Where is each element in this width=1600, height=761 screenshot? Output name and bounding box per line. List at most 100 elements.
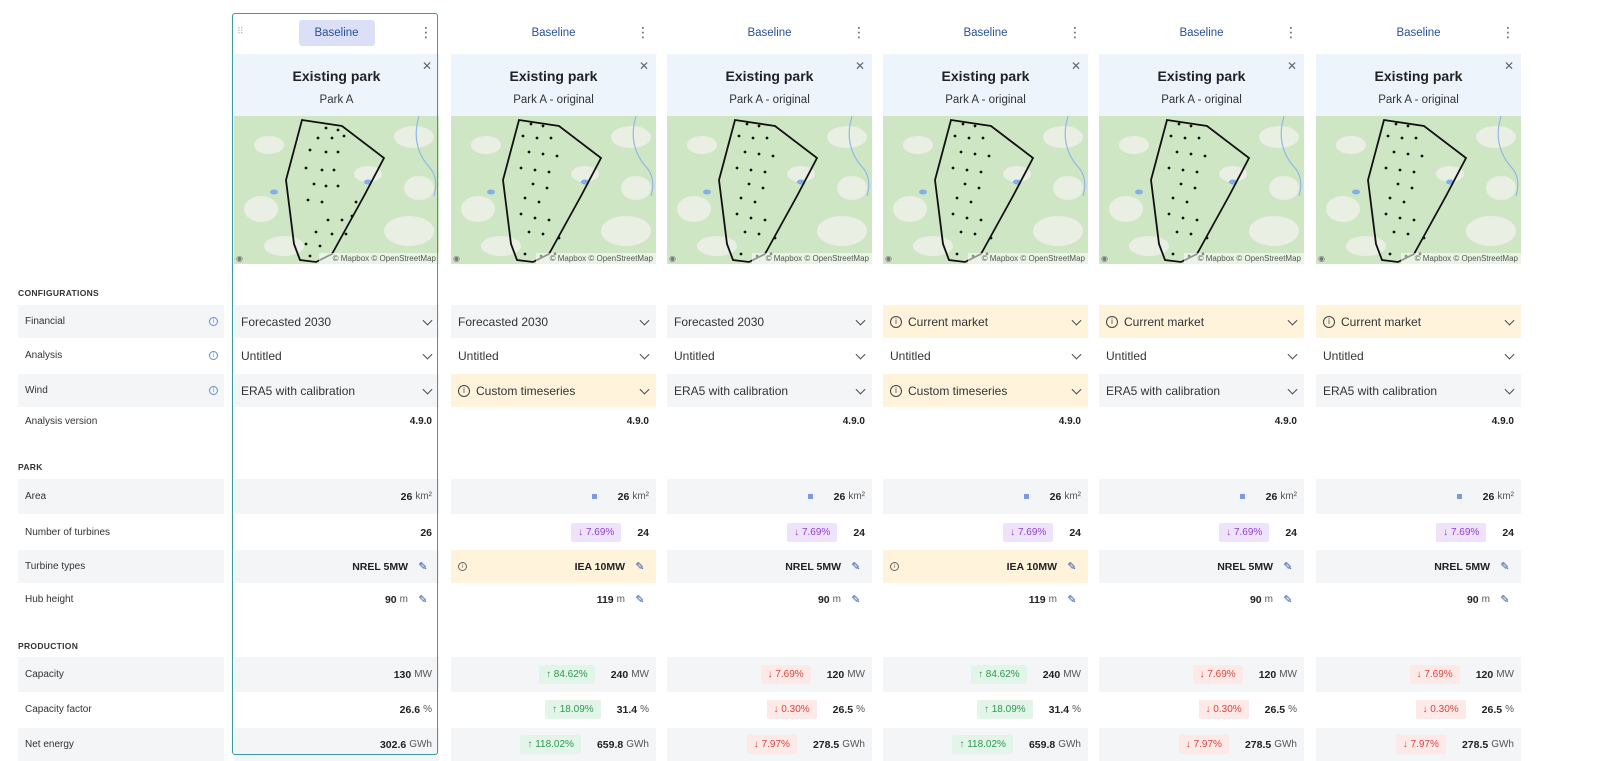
tab-baseline[interactable]: Baseline (1179, 27, 1224, 39)
tab-baseline[interactable]: Baseline (1396, 27, 1441, 39)
park-card[interactable]: Existing park Park A ✕ ◉ © Mapbox © OpenStre… (234, 54, 439, 264)
capacity-value: 130 (393, 668, 412, 681)
terrain-patch (837, 176, 867, 200)
close-icon[interactable]: ✕ (1286, 59, 1297, 73)
chevron-down-icon (1071, 349, 1082, 360)
close-icon[interactable]: ✕ (638, 59, 649, 73)
info-icon[interactable]: i (458, 562, 467, 571)
financial-dropdown[interactable]: i Current market (883, 305, 1088, 338)
kebab-menu-icon[interactable]: ⋮ (636, 25, 650, 41)
info-icon[interactable]: i (890, 562, 899, 571)
wind-dropdown[interactable]: ERA5 with calibration (667, 374, 872, 407)
map-info-icon[interactable]: ◉ (885, 254, 892, 263)
wind-dropdown[interactable]: i Custom timeseries (451, 374, 656, 407)
close-icon[interactable]: ✕ (1070, 59, 1081, 73)
area-value: 26 (400, 490, 413, 503)
kebab-menu-icon[interactable]: ⋮ (1501, 25, 1515, 41)
info-icon[interactable]: i (209, 386, 218, 395)
map-info-icon[interactable]: ◉ (669, 254, 676, 263)
park-map[interactable]: ◉ © Mapbox © OpenStreetMap (883, 116, 1088, 264)
chevron-down-icon (1504, 349, 1515, 360)
analysis-dropdown[interactable]: Untitled (1099, 339, 1304, 372)
terrain-patch (461, 196, 495, 222)
tab-baseline[interactable]: Baseline (298, 20, 375, 46)
analysis-dropdown[interactable]: Untitled (883, 339, 1088, 372)
financial-dropdown[interactable]: Forecasted 2030 (234, 305, 439, 338)
wind-dropdown[interactable]: i Custom timeseries (883, 374, 1088, 407)
map-info-icon[interactable]: ◉ (1101, 254, 1108, 263)
park-map[interactable]: ◉ © Mapbox © OpenStreetMap (234, 116, 439, 264)
drag-handle-icon[interactable]: ⠿ (237, 27, 244, 37)
park-map[interactable]: ◉ © Mapbox © OpenStreetMap (451, 116, 656, 264)
park-map[interactable]: ◉ © Mapbox © OpenStreetMap (1316, 116, 1521, 264)
map-attribution[interactable]: © Mapbox © OpenStreetMap (967, 253, 1088, 264)
close-icon[interactable]: ✕ (1503, 59, 1514, 73)
analysis-dropdown[interactable]: Untitled (234, 339, 439, 372)
hub-height-value: 90 (1466, 593, 1479, 606)
pencil-icon[interactable]: ✎ (1500, 560, 1510, 573)
turbine-marker (771, 154, 775, 158)
turbine-marker (304, 242, 308, 246)
map-attribution[interactable]: © Mapbox © OpenStreetMap (318, 253, 439, 264)
capacity: ↓ 7.69% 120 MW (1316, 657, 1521, 692)
turbine-marker (314, 230, 318, 234)
pencil-icon[interactable]: ✎ (1067, 593, 1077, 606)
tab-baseline[interactable]: Baseline (963, 27, 1008, 39)
map-attribution[interactable]: © Mapbox © OpenStreetMap (1183, 253, 1304, 264)
park-map[interactable]: ◉ © Mapbox © OpenStreetMap (667, 116, 872, 264)
close-icon[interactable]: ✕ (854, 59, 865, 73)
chevron-down-icon (1071, 315, 1082, 326)
financial-dropdown[interactable]: i Current market (1316, 305, 1521, 338)
turbine-marker (324, 184, 328, 188)
map-attribution[interactable]: © Mapbox © OpenStreetMap (1400, 253, 1521, 264)
turbine-type: NREL 5MW ✎ (667, 550, 872, 583)
turbine-marker (1392, 230, 1396, 234)
tab-baseline[interactable]: Baseline (531, 27, 576, 39)
map-info-icon[interactable]: ◉ (236, 254, 243, 263)
park-card[interactable]: Existing park Park A - original ✕ ◉ © Mapbox… (667, 54, 872, 264)
turbine-marker (959, 230, 963, 234)
kebab-menu-icon[interactable]: ⋮ (1068, 25, 1082, 41)
financial-dropdown[interactable]: i Current market (1099, 305, 1304, 338)
info-icon[interactable]: i (209, 317, 218, 326)
pencil-icon[interactable]: ✎ (851, 593, 861, 606)
info-icon[interactable]: i (209, 351, 218, 360)
pencil-icon[interactable]: ✎ (851, 560, 861, 573)
park-card[interactable]: Existing park Park A - original ✕ ◉ © Mapbox… (883, 54, 1088, 264)
pencil-icon[interactable]: ✎ (1283, 560, 1293, 573)
turbine-count-value: 24 (853, 526, 865, 539)
kebab-menu-icon[interactable]: ⋮ (419, 25, 433, 41)
pencil-icon[interactable]: ✎ (1283, 593, 1293, 606)
wind-dropdown[interactable]: ERA5 with calibration (1316, 374, 1521, 407)
analysis-dropdown[interactable]: Untitled (1316, 339, 1521, 372)
kebab-menu-icon[interactable]: ⋮ (852, 25, 866, 41)
park-card[interactable]: Existing park Park A - original ✕ ◉ © Mapbox… (1316, 54, 1521, 264)
wind-dropdown[interactable]: ERA5 with calibration (1099, 374, 1304, 407)
pencil-icon[interactable]: ✎ (635, 593, 645, 606)
financial-dropdown[interactable]: Forecasted 2030 (451, 305, 656, 338)
turbine-marker (967, 136, 971, 140)
pencil-icon[interactable]: ✎ (418, 593, 428, 606)
map-attribution[interactable]: © Mapbox © OpenStreetMap (535, 253, 656, 264)
park-map[interactable]: ◉ © Mapbox © OpenStreetMap (1099, 116, 1304, 264)
kebab-menu-icon[interactable]: ⋮ (1284, 25, 1298, 41)
map-info-icon[interactable]: ◉ (453, 254, 460, 263)
analysis-dropdown[interactable]: Untitled (667, 339, 872, 372)
pencil-icon[interactable]: ✎ (635, 560, 645, 573)
close-icon[interactable]: ✕ (421, 59, 432, 73)
park-card-header: Existing park Park A - original ✕ (451, 54, 656, 116)
pencil-icon[interactable]: ✎ (418, 560, 428, 573)
park-card[interactable]: Existing park Park A - original ✕ ◉ © Mapbox… (451, 54, 656, 264)
turbine-marker (547, 218, 551, 222)
map-info-icon[interactable]: ◉ (1318, 254, 1325, 263)
analysis-dropdown[interactable]: Untitled (451, 339, 656, 372)
analysis-version: 4.9.0 (234, 408, 439, 435)
pencil-icon[interactable]: ✎ (1500, 593, 1510, 606)
map-attribution[interactable]: © Mapbox © OpenStreetMap (751, 253, 872, 264)
tab-baseline[interactable]: Baseline (747, 27, 792, 39)
financial-dropdown[interactable]: Forecasted 2030 (667, 305, 872, 338)
pencil-icon[interactable]: ✎ (1067, 560, 1077, 573)
park-card[interactable]: Existing park Park A - original ✕ ◉ © Mapbox… (1099, 54, 1304, 264)
wind-dropdown[interactable]: ERA5 with calibration (234, 374, 439, 407)
unit-label: MW (1063, 669, 1081, 680)
